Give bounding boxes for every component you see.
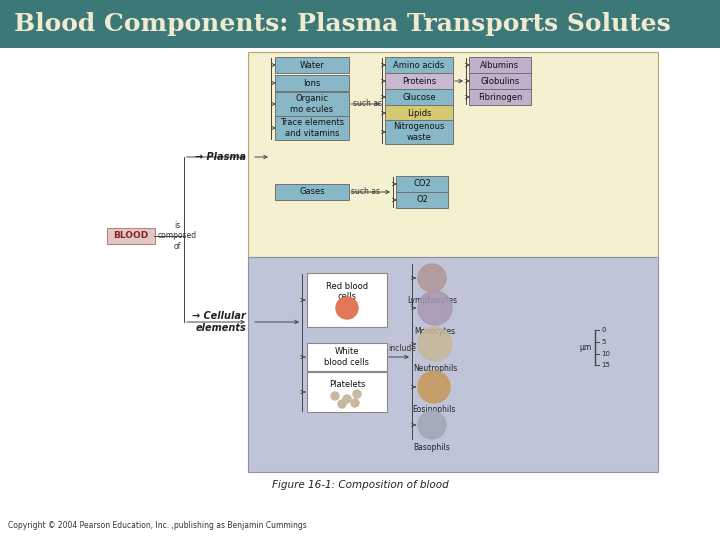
Text: such as: such as: [351, 187, 380, 197]
FancyBboxPatch shape: [385, 57, 453, 73]
Text: Glucose: Glucose: [402, 92, 436, 102]
Text: Platelets: Platelets: [329, 380, 365, 389]
FancyBboxPatch shape: [275, 184, 349, 200]
Text: Ions: Ions: [303, 78, 320, 87]
Text: is
composed
of: is composed of: [158, 221, 197, 251]
FancyBboxPatch shape: [307, 372, 387, 412]
FancyBboxPatch shape: [469, 89, 531, 105]
Text: Blood Components: Plasma Transports Solutes: Blood Components: Plasma Transports Solu…: [14, 12, 671, 36]
FancyBboxPatch shape: [385, 120, 453, 144]
Text: Nitrogenous
waste: Nitrogenous waste: [393, 122, 445, 141]
Text: Trace elements
and vitamins: Trace elements and vitamins: [280, 118, 344, 138]
Text: Neutrophils: Neutrophils: [413, 364, 457, 373]
FancyBboxPatch shape: [385, 89, 453, 105]
FancyBboxPatch shape: [307, 343, 387, 371]
Text: Gases: Gases: [300, 187, 325, 197]
Circle shape: [353, 390, 361, 398]
Circle shape: [418, 291, 452, 325]
FancyBboxPatch shape: [275, 75, 349, 91]
Circle shape: [418, 371, 450, 403]
Text: Proteins: Proteins: [402, 77, 436, 85]
Text: Red blood
cells: Red blood cells: [326, 282, 368, 301]
FancyBboxPatch shape: [307, 273, 387, 327]
FancyBboxPatch shape: [275, 92, 349, 116]
Text: White
blood cells: White blood cells: [325, 347, 369, 367]
Text: 5: 5: [601, 339, 606, 345]
FancyBboxPatch shape: [469, 73, 531, 89]
Text: Organic
mo ecules: Organic mo ecules: [290, 94, 333, 114]
Circle shape: [331, 392, 339, 400]
FancyBboxPatch shape: [0, 0, 720, 48]
Text: O2: O2: [416, 195, 428, 205]
Circle shape: [338, 400, 346, 408]
Text: BLOOD: BLOOD: [113, 232, 148, 240]
Circle shape: [343, 395, 351, 403]
FancyBboxPatch shape: [275, 57, 349, 73]
FancyBboxPatch shape: [248, 257, 658, 472]
Text: Water: Water: [300, 60, 325, 70]
FancyBboxPatch shape: [385, 73, 453, 89]
Circle shape: [351, 399, 359, 407]
Text: such as: such as: [353, 99, 382, 109]
Text: Basophils: Basophils: [413, 443, 451, 452]
FancyBboxPatch shape: [107, 228, 155, 244]
Text: Copyright © 2004 Pearson Education, Inc. ,publishing as Benjamin Cummings: Copyright © 2004 Pearson Education, Inc.…: [8, 521, 307, 530]
Text: → Plasma: → Plasma: [195, 152, 246, 162]
Text: Globulins: Globulins: [480, 77, 520, 85]
Circle shape: [418, 327, 452, 361]
Text: 10: 10: [601, 351, 610, 357]
FancyBboxPatch shape: [469, 57, 531, 73]
Text: Lymphocytes: Lymphocytes: [407, 296, 457, 305]
Text: → Cellular
elements: → Cellular elements: [192, 311, 246, 333]
Circle shape: [418, 264, 446, 292]
Text: Eosinophils: Eosinophils: [413, 405, 456, 414]
Text: μm: μm: [580, 343, 592, 352]
Text: CO2: CO2: [413, 179, 431, 188]
Text: include: include: [388, 344, 416, 353]
FancyBboxPatch shape: [275, 116, 349, 140]
Text: 15: 15: [601, 362, 610, 368]
Text: Albumins: Albumins: [480, 60, 520, 70]
Text: Fibrinogen: Fibrinogen: [478, 92, 522, 102]
Text: 0: 0: [601, 327, 606, 333]
Circle shape: [418, 411, 446, 439]
Text: Figure 16-1: Composition of blood: Figure 16-1: Composition of blood: [271, 480, 449, 490]
FancyBboxPatch shape: [396, 192, 448, 208]
FancyBboxPatch shape: [385, 105, 453, 121]
Text: Monocytes: Monocytes: [415, 327, 456, 336]
FancyBboxPatch shape: [396, 176, 448, 192]
Text: Lipids: Lipids: [407, 109, 431, 118]
Circle shape: [336, 297, 358, 319]
FancyBboxPatch shape: [248, 52, 658, 257]
Text: Amino acids: Amino acids: [393, 60, 445, 70]
